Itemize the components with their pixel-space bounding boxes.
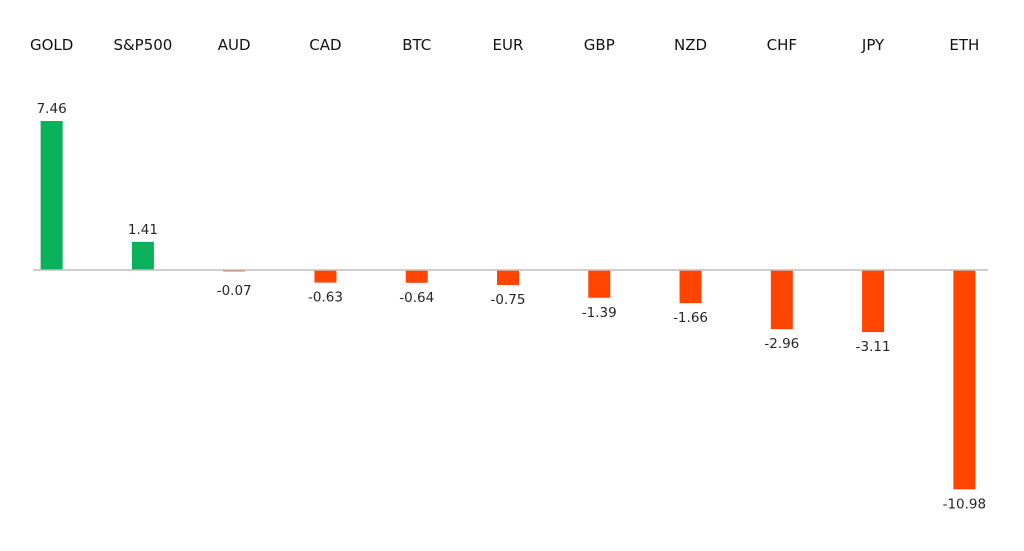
value-labels: 7.46 1.41 -0.07 -0.63 -0.64 -0.75 -1.39 -1.66 -2… — [37, 101, 987, 512]
value-label-aud: -0.07 — [217, 283, 252, 299]
bar-sp500 — [131, 241, 154, 270]
bar-chf — [770, 270, 793, 330]
bar-eur — [497, 270, 519, 285]
category-labels: GOLD S&P500 AUD CAD BTC EUR GBP NZD CHF JPY ETH — [30, 36, 979, 54]
value-label-btc: -0.64 — [399, 290, 434, 306]
value-label-sp500: 1.41 — [128, 222, 158, 238]
category-label-jpy: JPY — [861, 36, 885, 54]
category-label-gbp: GBP — [584, 36, 615, 54]
value-label-gbp: -1.39 — [582, 305, 617, 321]
category-label-chf: CHF — [767, 36, 797, 54]
value-label-jpy: -3.11 — [856, 339, 891, 355]
category-label-btc: BTC — [402, 36, 431, 54]
category-label-eth: ETH — [949, 36, 979, 54]
category-label-gold: GOLD — [30, 36, 73, 54]
value-label-cad: -0.63 — [308, 290, 343, 306]
bars — [40, 121, 976, 490]
bar-jpy — [862, 270, 885, 333]
bar-nzd — [679, 270, 702, 304]
value-label-eur: -0.75 — [491, 292, 526, 308]
value-label-chf: -2.96 — [764, 336, 799, 352]
bar-gbp — [588, 270, 611, 298]
bar-btc — [405, 270, 428, 283]
value-label-nzd: -1.66 — [673, 310, 708, 326]
value-label-eth: -10.98 — [943, 496, 987, 512]
bar-gold — [40, 121, 63, 270]
bar-cad — [314, 270, 337, 283]
bar-eth — [953, 270, 976, 490]
category-label-cad: CAD — [309, 36, 341, 54]
category-label-eur: EUR — [493, 36, 524, 54]
value-label-gold: 7.46 — [37, 101, 67, 117]
category-label-nzd: NZD — [674, 36, 707, 54]
category-label-aud: AUD — [218, 36, 251, 54]
category-label-sp500: S&P500 — [113, 36, 172, 54]
